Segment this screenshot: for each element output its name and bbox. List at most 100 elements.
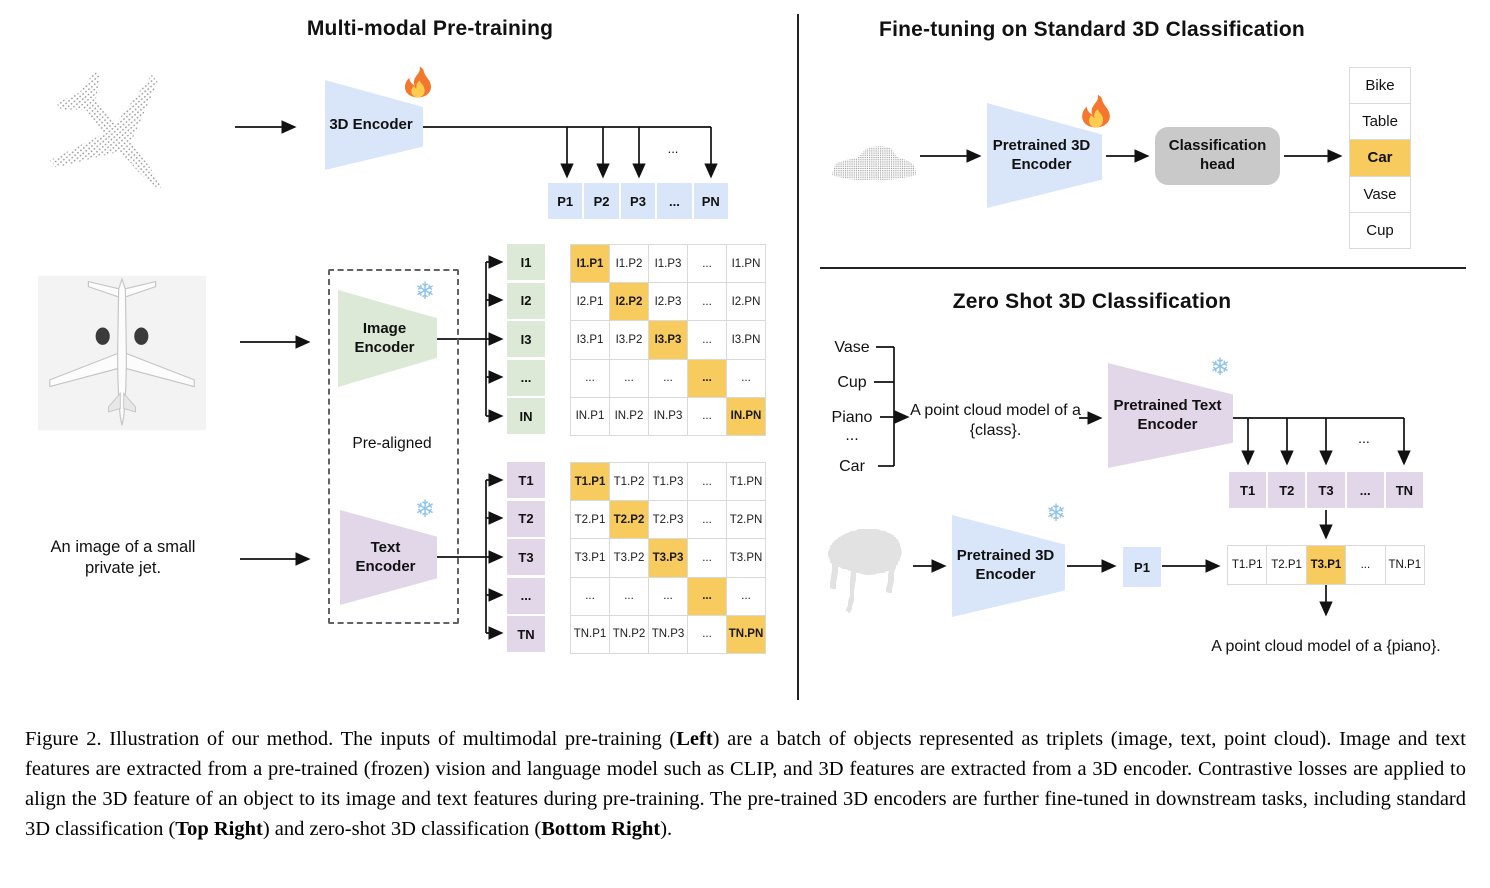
i-cell: IN [507,398,545,434]
matrix-cell: I3.P1 [571,321,609,359]
classification-head: Classification head [1155,127,1280,185]
p-cell: ... [657,183,692,219]
matrix-cell: IN.P1 [571,397,609,435]
fire-icon [1082,94,1110,128]
matrix-cell: I2.P1 [571,283,609,321]
similarity-cell: ... [1346,546,1385,584]
matrix-cell: ... [610,577,648,615]
matrix-cell: ... [688,577,726,615]
t-cell: T2 [1268,472,1306,508]
matrix-cell: ... [727,359,765,397]
t-cell: T1 [507,462,545,498]
matrix-cell: ... [610,359,648,397]
pretrained-3d-encoder-label: Pretrained 3D Encoder [992,136,1091,173]
text-point-similarity-matrix: T1.P1 T1.P2 T1.P3 ... T1.PN T2.P1 T2.P2 … [570,462,766,654]
classification-head-label: Classification head [1168,137,1267,173]
t-cell: TN [507,616,545,652]
matrix-cell: ... [649,577,687,615]
i-cell: I2 [507,282,545,319]
class-list-item: Vase [834,339,870,356]
matrix-cell: I1.P2 [610,245,648,283]
piano-point-cloud [828,528,902,613]
class-cell: Vase [1350,176,1410,212]
prealigned-label: Pre-aligned [352,435,432,452]
matrix-cell: I3.PN [727,321,765,359]
p-cell: P1 [548,183,583,219]
matrix-cell: I2.PN [727,283,765,321]
matrix-cell: IN.PN [727,397,765,435]
t-cell: TN [1385,472,1423,508]
t-cell: T3 [1307,472,1345,508]
matrix-cell: ... [688,245,726,283]
similarity-cell: T2.P1 [1267,546,1306,584]
similarity-cell: T1.P1 [1228,546,1267,584]
snowflake-icon: ❄ [1046,500,1067,527]
airplane-photo [38,275,206,431]
finetune-section-title: Fine-tuning on Standard 3D Classificatio… [879,18,1305,41]
pretrained-3d-encoder-zeroshot-label: Pretrained 3D Encoder [956,547,1055,583]
matrix-cell: IN.P3 [649,397,687,435]
class-list-item: Cup [837,374,867,391]
p-cell: PN [693,183,728,219]
matrix-cell: ... [688,397,726,435]
class-cell: Bike [1350,68,1410,104]
matrix-cell: I1.PN [727,245,765,283]
text-feature-column: T1 T2 T3 ... TN [507,462,545,652]
matrix-cell: TN.P1 [571,615,609,653]
t-cell: ... [1346,472,1384,508]
matrix-cell: ... [688,539,726,577]
caption-text: ). [660,818,673,840]
image-caption-text: An image of a small private jet. [50,538,196,577]
matrix-cell: T1.P3 [649,463,687,501]
left-section-title: Multi-modal Pre-training [306,17,554,40]
matrix-cell: ... [688,359,726,397]
t-cell: T2 [507,500,545,537]
matrix-cell: ... [688,283,726,321]
class-cell: Cup [1350,212,1410,248]
p-feature-row: P1 P2 P3 ... PN [548,183,728,219]
zeroshot-similarity-row: T1.P1 T2.P1 T3.P1 ... TN.P1 [1227,545,1425,585]
class-list-item: ... [845,427,859,444]
caption-bold-left: Left [676,728,713,750]
similarity-cell-max: T3.P1 [1306,546,1346,584]
matrix-cell: T2.P3 [649,501,687,539]
text-feature-row: T1 T2 T3 ... TN [1229,472,1423,508]
matrix-cell: IN.P2 [610,397,648,435]
matrix-cell: T2.P1 [571,501,609,539]
matrix-cell: TN.P2 [610,615,648,653]
class-cell: Table [1350,104,1410,140]
caption-bold-top-right: Top Right [175,818,263,840]
class-list-item: Car [839,458,865,475]
car-point-cloud [831,146,917,180]
matrix-cell: T2.P2 [610,501,648,539]
caption-bold-bottom-right: Bottom Right [541,818,661,840]
matrix-cell: T2.PN [727,501,765,539]
matrix-cell: TN.PN [727,615,765,653]
text-encoder-label: Text Encoder [355,538,416,575]
snowflake-icon: ❄ [1210,354,1231,381]
prompt-text: A point cloud model of a {class}. [910,402,1081,439]
p-cell: P2 [584,183,619,219]
caption-text: Figure 2. Illustration of our method. Th… [25,728,677,750]
caption-text: ) and zero-shot 3D classification ( [262,818,542,840]
matrix-cell: T1.P1 [571,463,609,501]
matrix-cell: I1.P1 [571,245,609,283]
matrix-cell: I2.P3 [649,283,687,321]
matrix-cell: ... [571,577,609,615]
matrix-cell: ... [688,615,726,653]
snowflake-icon: ❄ [415,496,436,523]
matrix-cell: ... [649,359,687,397]
matrix-cell: T3.P1 [571,539,609,577]
snowflake-icon: ❄ [415,278,436,305]
matrix-cell: I1.P3 [649,245,687,283]
matrix-cell: ... [688,501,726,539]
fire-icon [404,66,432,98]
matrix-cell: T3.P2 [610,539,648,577]
image-encoder-label: Image Encoder [354,319,415,356]
matrix-cell: T1.PN [727,463,765,501]
class-cell-predicted: Car [1350,140,1410,176]
image-point-similarity-matrix: I1.P1 I1.P2 I1.P3 ... I1.PN I2.P1 I2.P2 … [570,244,766,436]
i-cell: ... [507,359,545,396]
branch-ellipsis: ... [667,141,679,156]
